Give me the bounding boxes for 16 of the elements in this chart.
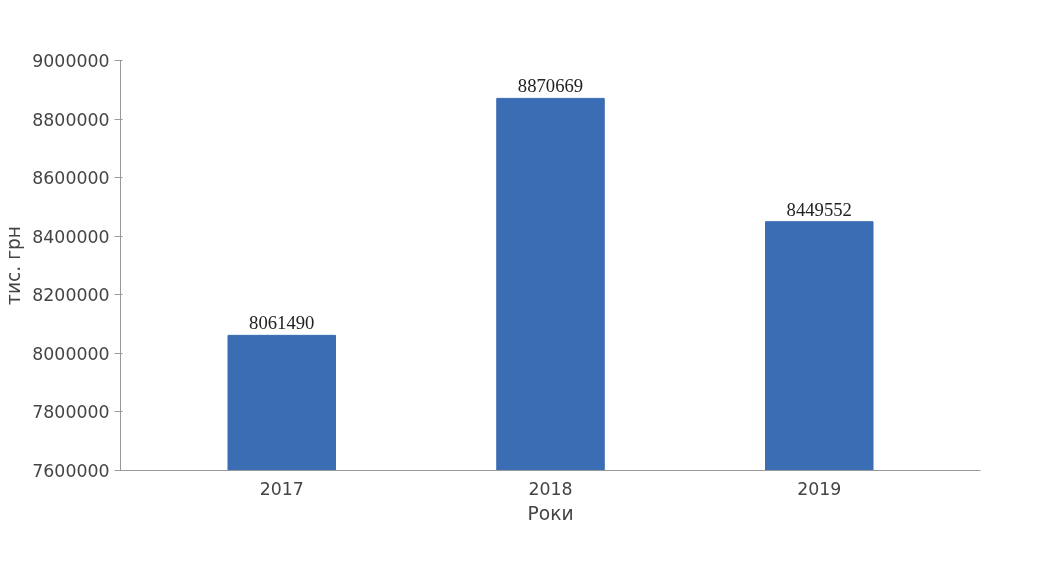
data-label: 8061490 bbox=[249, 312, 315, 334]
x-tick-label: 2019 bbox=[797, 478, 842, 499]
data-label: 8870669 bbox=[517, 75, 584, 97]
y-tick-label: 8400000 bbox=[32, 226, 110, 247]
y-tick-label: 8800000 bbox=[32, 109, 110, 130]
y-tick-label: 9000000 bbox=[32, 51, 110, 71]
y-tick-label: 7800000 bbox=[32, 402, 110, 423]
y-tick-label: 8200000 bbox=[32, 285, 110, 306]
data-label: 8449552 bbox=[786, 198, 852, 220]
y-tick-label: 8000000 bbox=[32, 343, 110, 364]
x-tick-label: 2018 bbox=[528, 478, 573, 499]
x-axis-title: Роки bbox=[527, 502, 574, 524]
x-tick-label: 2017 bbox=[259, 478, 304, 499]
y-tick-label: 7600000 bbox=[32, 461, 110, 481]
y-tick-label: 8600000 bbox=[32, 168, 110, 189]
y-axis-title: тис. грн bbox=[3, 226, 25, 305]
